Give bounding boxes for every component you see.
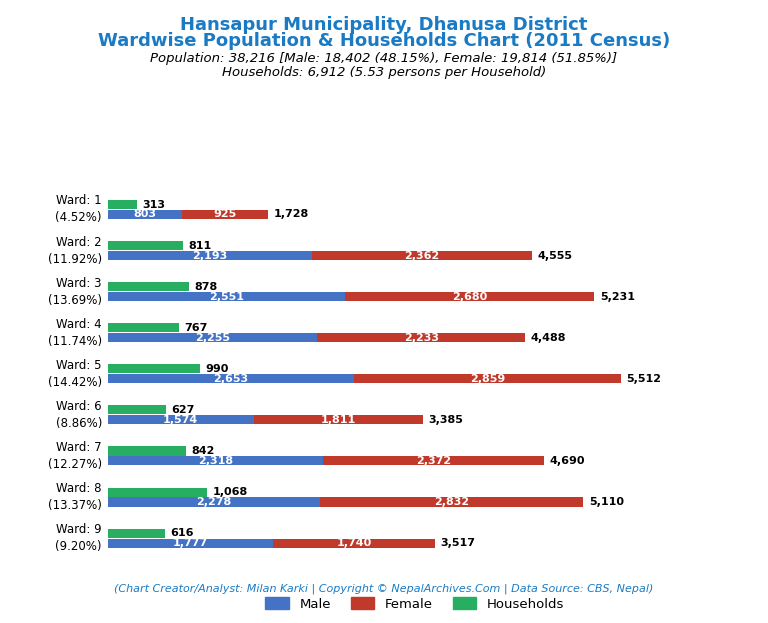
- Text: 2,233: 2,233: [404, 333, 439, 343]
- Bar: [182, 210, 268, 219]
- Bar: [108, 333, 317, 342]
- Text: 313: 313: [142, 199, 165, 209]
- Text: 4,488: 4,488: [531, 333, 566, 343]
- Bar: [345, 292, 594, 301]
- Bar: [108, 364, 200, 373]
- Bar: [108, 241, 183, 250]
- Bar: [108, 374, 355, 383]
- Text: 4,690: 4,690: [550, 456, 585, 466]
- Text: 2,859: 2,859: [470, 374, 505, 384]
- Bar: [273, 538, 435, 548]
- Text: 2,832: 2,832: [434, 497, 469, 507]
- Text: 5,110: 5,110: [589, 497, 624, 507]
- Text: 803: 803: [134, 209, 157, 219]
- Text: 1,811: 1,811: [321, 415, 356, 425]
- Bar: [108, 529, 165, 538]
- Text: 767: 767: [184, 323, 208, 333]
- Bar: [312, 251, 531, 260]
- Bar: [108, 406, 166, 414]
- Legend: Male, Female, Households: Male, Female, Households: [260, 592, 570, 616]
- Text: 1,728: 1,728: [274, 209, 310, 219]
- Bar: [108, 488, 207, 497]
- Text: Wardwise Population & Households Chart (2011 Census): Wardwise Population & Households Chart (…: [98, 32, 670, 50]
- Text: 842: 842: [191, 446, 215, 456]
- Text: Households: 6,912 (5.53 persons per Household): Households: 6,912 (5.53 persons per Hous…: [222, 66, 546, 79]
- Bar: [108, 538, 273, 548]
- Text: 2,362: 2,362: [404, 250, 439, 260]
- Bar: [108, 457, 323, 465]
- Bar: [323, 457, 544, 465]
- Text: 3,517: 3,517: [441, 538, 475, 548]
- Text: 2,193: 2,193: [192, 250, 227, 260]
- Text: 2,372: 2,372: [416, 456, 452, 466]
- Text: 2,255: 2,255: [195, 333, 230, 343]
- Text: (Chart Creator/Analyst: Milan Karki | Copyright © NepalArchives.Com | Data Sourc: (Chart Creator/Analyst: Milan Karki | Co…: [114, 584, 654, 594]
- Text: 925: 925: [214, 209, 237, 219]
- Text: 3,385: 3,385: [429, 415, 463, 425]
- Text: 1,574: 1,574: [163, 415, 198, 425]
- Bar: [108, 498, 319, 506]
- Bar: [317, 333, 525, 342]
- Bar: [319, 498, 583, 506]
- Bar: [108, 416, 254, 424]
- Text: Population: 38,216 [Male: 18,402 (48.15%), Female: 19,814 (51.85%)]: Population: 38,216 [Male: 18,402 (48.15%…: [151, 52, 617, 65]
- Text: 616: 616: [170, 528, 194, 538]
- Text: 990: 990: [205, 364, 229, 374]
- Text: 2,551: 2,551: [209, 292, 243, 302]
- Text: 5,231: 5,231: [600, 292, 635, 302]
- Text: Hansapur Municipality, Dhanusa District: Hansapur Municipality, Dhanusa District: [180, 16, 588, 34]
- Text: 1,777: 1,777: [173, 538, 208, 548]
- Text: 4,555: 4,555: [537, 250, 572, 260]
- Text: 2,680: 2,680: [452, 292, 488, 302]
- Bar: [108, 251, 312, 260]
- Text: 627: 627: [171, 405, 195, 415]
- Text: 2,278: 2,278: [196, 497, 231, 507]
- Text: 1,740: 1,740: [336, 538, 372, 548]
- Text: 5,512: 5,512: [626, 374, 661, 384]
- Bar: [108, 200, 137, 209]
- Text: 878: 878: [195, 282, 218, 292]
- Bar: [108, 323, 179, 332]
- Bar: [108, 210, 182, 219]
- Bar: [108, 282, 189, 291]
- Text: 2,318: 2,318: [198, 456, 233, 466]
- Bar: [355, 374, 621, 383]
- Text: 2,653: 2,653: [214, 374, 249, 384]
- Text: 811: 811: [189, 240, 212, 250]
- Bar: [254, 416, 422, 424]
- Text: 1,068: 1,068: [213, 487, 248, 497]
- Bar: [108, 447, 186, 455]
- Bar: [108, 292, 345, 301]
